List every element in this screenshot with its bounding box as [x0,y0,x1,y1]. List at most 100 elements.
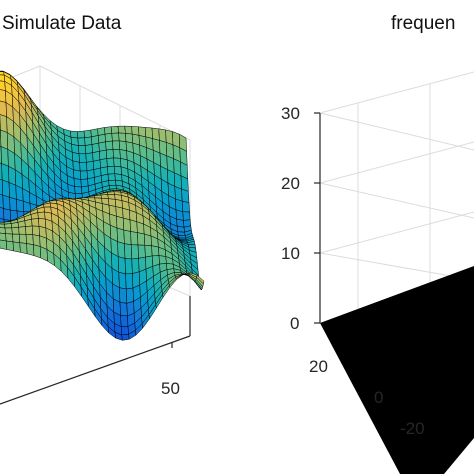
left-surface-plot: Simulate Data 50 [0,13,205,405]
surface-facet [130,244,139,260]
surface-facet [5,233,14,243]
surface-facet [80,178,89,188]
surface-facet [4,227,13,235]
surface-facet [98,141,107,152]
surface-facet [31,218,40,227]
surface-facet [3,208,12,221]
surface-facet [18,233,27,244]
surface-facet [85,152,94,163]
surface-facet [16,198,25,212]
surface-facet [108,179,117,186]
surface-facet [131,258,140,274]
left-plot-axes [0,296,191,405]
surface-facet [33,244,42,259]
surface-facet [73,178,82,188]
surface-facet [37,211,46,220]
surface-facet [18,226,27,235]
surface-facet [110,125,119,134]
surface-facet [24,218,33,227]
surface-facet [0,146,9,167]
surface-facet [12,241,21,253]
surface-facet [117,125,126,134]
surface-facet [124,243,133,260]
surface-facet [118,132,127,142]
surface-facet [79,162,88,172]
surface-facet [0,227,6,234]
surface-facet [118,271,127,290]
right-y-tick-0: 0 [374,388,383,407]
surface-facet [118,140,127,152]
right-y-tick-neg20: -20 [400,419,425,438]
surface-facet [74,186,83,194]
surface-facet [124,125,133,135]
surface-facet [120,315,129,327]
surface-facet [111,132,120,142]
surface-facet [144,244,153,258]
surface-facet [99,158,108,169]
surface-facet [196,274,205,285]
right-y-tick-20: 20 [309,357,328,376]
surface-facet [120,326,129,336]
surface-facet [176,218,185,228]
surface-facet [117,241,126,259]
surface-facet [125,273,134,290]
surface-facet [107,165,116,175]
surface-facet [166,263,175,270]
surface-facet [4,223,13,229]
surface-facet [177,231,186,237]
surface-facet [8,182,17,200]
surface-facet [79,170,88,180]
surface-facet [0,100,7,118]
right-surface-floor [320,266,474,474]
surface-facet [182,211,191,221]
surface-facet [119,302,128,317]
surface-facet [181,188,190,203]
surface-facet [175,209,184,221]
surface-facet [10,222,19,229]
left-x-tick-label: 50 [161,379,180,398]
surface-facet [122,217,131,232]
right-z-tick-10: 10 [281,244,300,263]
surface-facet [151,245,160,257]
surface-facet [105,140,114,151]
surface-facet [77,137,86,146]
right-z-tick-30: 30 [281,104,300,123]
surface-facet [105,149,114,159]
surface-facet [73,169,82,180]
surface-facet [12,233,21,243]
surface-facet [5,240,14,252]
surface-facet [1,179,10,198]
surface-facet [0,239,8,250]
surface-facet [129,219,138,233]
surface-facet [76,130,85,139]
surface-facet [106,191,115,195]
right-surface-plot: frequen 30 20 10 0 20 0 -20 [281,13,474,474]
surface-facet [176,226,185,233]
right-z-tick-0: 0 [290,314,299,333]
surface-facet [130,231,139,246]
surface-facet [9,196,18,212]
surface-facet [0,114,8,133]
surface-facet [78,153,87,163]
surface-facet [121,333,130,341]
surface-facet [113,165,122,175]
surface-facet [181,200,190,213]
surface-facet [25,225,34,235]
surface-facet [0,89,7,103]
surface-facet [19,242,28,255]
surface-facet [86,161,95,172]
surface-facet [123,229,132,245]
surface-facet [106,157,115,167]
surface-facet [104,126,113,135]
surface-facet [78,145,87,155]
right-plot-axes [314,112,321,324]
surface-facet [137,232,146,246]
surface-facet [124,258,133,275]
surface-facet [83,129,92,139]
surface-facet [0,232,7,242]
surface-facet [112,140,121,150]
surface-facet [0,80,6,91]
surface-facet [104,133,113,143]
surface-facet [117,256,126,275]
surface-facet [72,160,81,172]
